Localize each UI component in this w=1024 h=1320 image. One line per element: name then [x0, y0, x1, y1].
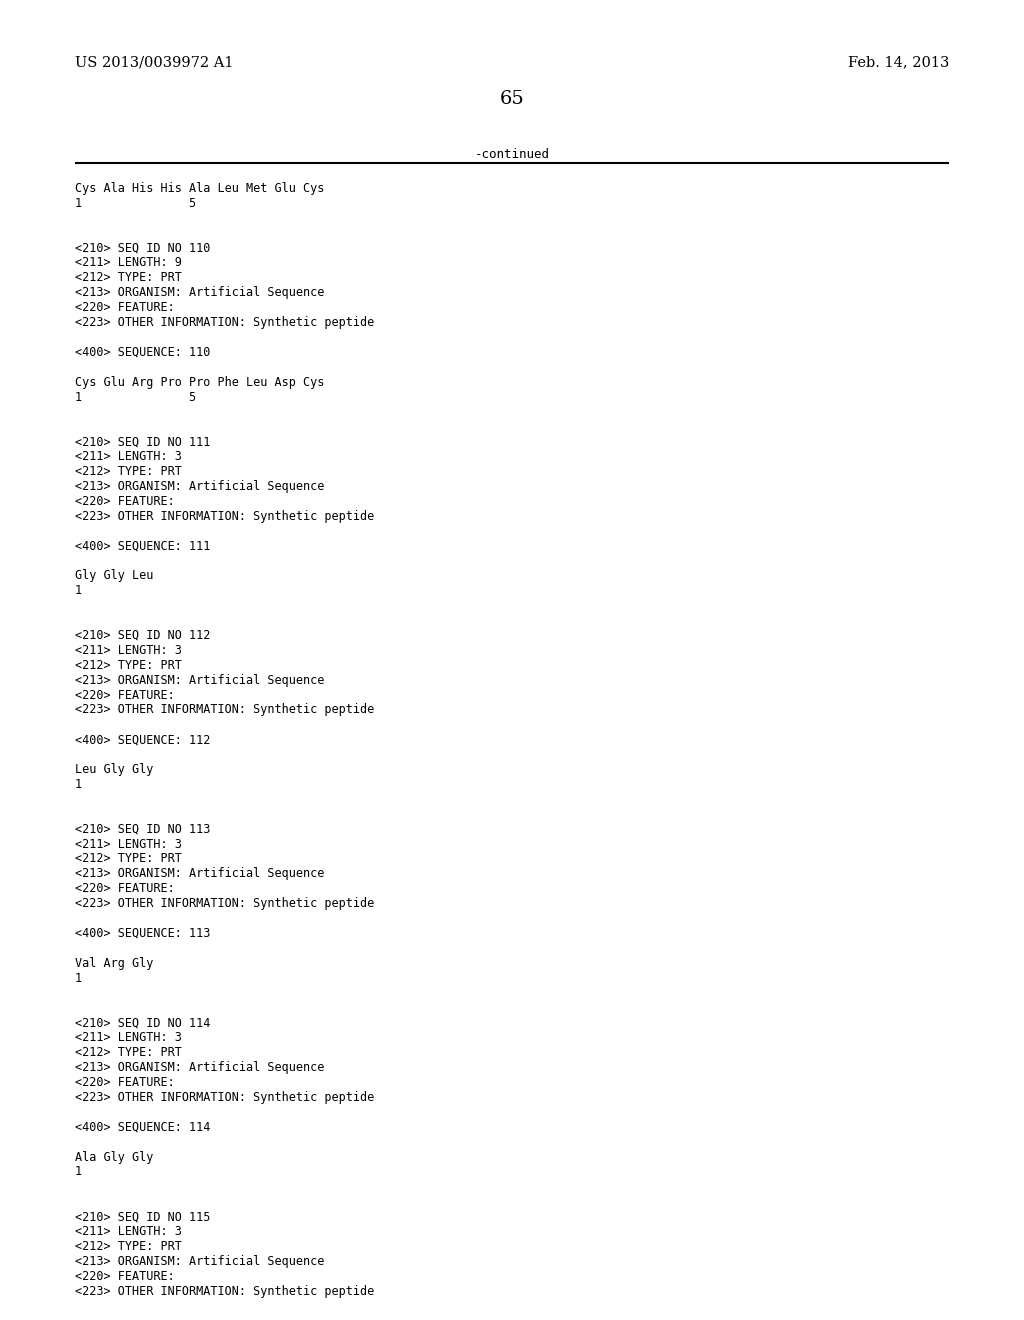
- Text: <211> LENGTH: 3: <211> LENGTH: 3: [75, 1031, 182, 1044]
- Text: <212> TYPE: PRT: <212> TYPE: PRT: [75, 1239, 182, 1253]
- Text: <210> SEQ ID NO 113: <210> SEQ ID NO 113: [75, 822, 210, 836]
- Text: <223> OTHER INFORMATION: Synthetic peptide: <223> OTHER INFORMATION: Synthetic pepti…: [75, 1090, 374, 1104]
- Text: <212> TYPE: PRT: <212> TYPE: PRT: [75, 853, 182, 866]
- Text: <220> FEATURE:: <220> FEATURE:: [75, 1270, 175, 1283]
- Text: <211> LENGTH: 3: <211> LENGTH: 3: [75, 838, 182, 850]
- Text: <223> OTHER INFORMATION: Synthetic peptide: <223> OTHER INFORMATION: Synthetic pepti…: [75, 510, 374, 523]
- Text: Ala Gly Gly: Ala Gly Gly: [75, 1151, 154, 1163]
- Text: <220> FEATURE:: <220> FEATURE:: [75, 689, 175, 702]
- Text: Feb. 14, 2013: Feb. 14, 2013: [848, 55, 949, 69]
- Text: <213> ORGANISM: Artificial Sequence: <213> ORGANISM: Artificial Sequence: [75, 867, 325, 880]
- Text: <212> TYPE: PRT: <212> TYPE: PRT: [75, 465, 182, 478]
- Text: <223> OTHER INFORMATION: Synthetic peptide: <223> OTHER INFORMATION: Synthetic pepti…: [75, 704, 374, 717]
- Text: <211> LENGTH: 3: <211> LENGTH: 3: [75, 1225, 182, 1238]
- Text: <400> SEQUENCE: 112: <400> SEQUENCE: 112: [75, 734, 210, 746]
- Text: <220> FEATURE:: <220> FEATURE:: [75, 495, 175, 508]
- Text: <210> SEQ ID NO 114: <210> SEQ ID NO 114: [75, 1016, 210, 1030]
- Text: <211> LENGTH: 9: <211> LENGTH: 9: [75, 256, 182, 269]
- Text: US 2013/0039972 A1: US 2013/0039972 A1: [75, 55, 233, 69]
- Text: Val Arg Gly: Val Arg Gly: [75, 957, 154, 970]
- Text: <212> TYPE: PRT: <212> TYPE: PRT: [75, 1047, 182, 1059]
- Text: <400> SEQUENCE: 111: <400> SEQUENCE: 111: [75, 540, 210, 553]
- Text: <220> FEATURE:: <220> FEATURE:: [75, 1076, 175, 1089]
- Text: <211> LENGTH: 3: <211> LENGTH: 3: [75, 450, 182, 463]
- Text: Cys Glu Arg Pro Pro Phe Leu Asp Cys: Cys Glu Arg Pro Pro Phe Leu Asp Cys: [75, 376, 325, 388]
- Text: 65: 65: [500, 90, 524, 108]
- Text: 1               5: 1 5: [75, 197, 197, 210]
- Text: <210> SEQ ID NO 110: <210> SEQ ID NO 110: [75, 242, 210, 255]
- Text: Gly Gly Leu: Gly Gly Leu: [75, 569, 154, 582]
- Text: <400> SEQUENCE: 113: <400> SEQUENCE: 113: [75, 927, 210, 940]
- Text: <400> SEQUENCE: 114: <400> SEQUENCE: 114: [75, 1121, 210, 1134]
- Text: -continued: -continued: [474, 148, 550, 161]
- Text: <400> SEQUENCE: 110: <400> SEQUENCE: 110: [75, 346, 210, 359]
- Text: Cys Ala His His Ala Leu Met Glu Cys: Cys Ala His His Ala Leu Met Glu Cys: [75, 182, 325, 195]
- Text: <211> LENGTH: 3: <211> LENGTH: 3: [75, 644, 182, 657]
- Text: <212> TYPE: PRT: <212> TYPE: PRT: [75, 659, 182, 672]
- Text: <223> OTHER INFORMATION: Synthetic peptide: <223> OTHER INFORMATION: Synthetic pepti…: [75, 1284, 374, 1298]
- Text: <213> ORGANISM: Artificial Sequence: <213> ORGANISM: Artificial Sequence: [75, 1255, 325, 1267]
- Text: <213> ORGANISM: Artificial Sequence: <213> ORGANISM: Artificial Sequence: [75, 480, 325, 492]
- Text: <210> SEQ ID NO 112: <210> SEQ ID NO 112: [75, 630, 210, 642]
- Text: 1: 1: [75, 585, 82, 597]
- Text: Leu Gly Gly: Leu Gly Gly: [75, 763, 154, 776]
- Text: 1: 1: [75, 1166, 82, 1179]
- Text: <220> FEATURE:: <220> FEATURE:: [75, 301, 175, 314]
- Text: 1: 1: [75, 972, 82, 985]
- Text: 1               5: 1 5: [75, 391, 197, 404]
- Text: <223> OTHER INFORMATION: Synthetic peptide: <223> OTHER INFORMATION: Synthetic pepti…: [75, 898, 374, 911]
- Text: <213> ORGANISM: Artificial Sequence: <213> ORGANISM: Artificial Sequence: [75, 1061, 325, 1074]
- Text: <210> SEQ ID NO 111: <210> SEQ ID NO 111: [75, 436, 210, 449]
- Text: <213> ORGANISM: Artificial Sequence: <213> ORGANISM: Artificial Sequence: [75, 286, 325, 300]
- Text: <210> SEQ ID NO 115: <210> SEQ ID NO 115: [75, 1210, 210, 1224]
- Text: <212> TYPE: PRT: <212> TYPE: PRT: [75, 272, 182, 284]
- Text: 1: 1: [75, 777, 82, 791]
- Text: <223> OTHER INFORMATION: Synthetic peptide: <223> OTHER INFORMATION: Synthetic pepti…: [75, 315, 374, 329]
- Text: <213> ORGANISM: Artificial Sequence: <213> ORGANISM: Artificial Sequence: [75, 673, 325, 686]
- Text: <220> FEATURE:: <220> FEATURE:: [75, 882, 175, 895]
